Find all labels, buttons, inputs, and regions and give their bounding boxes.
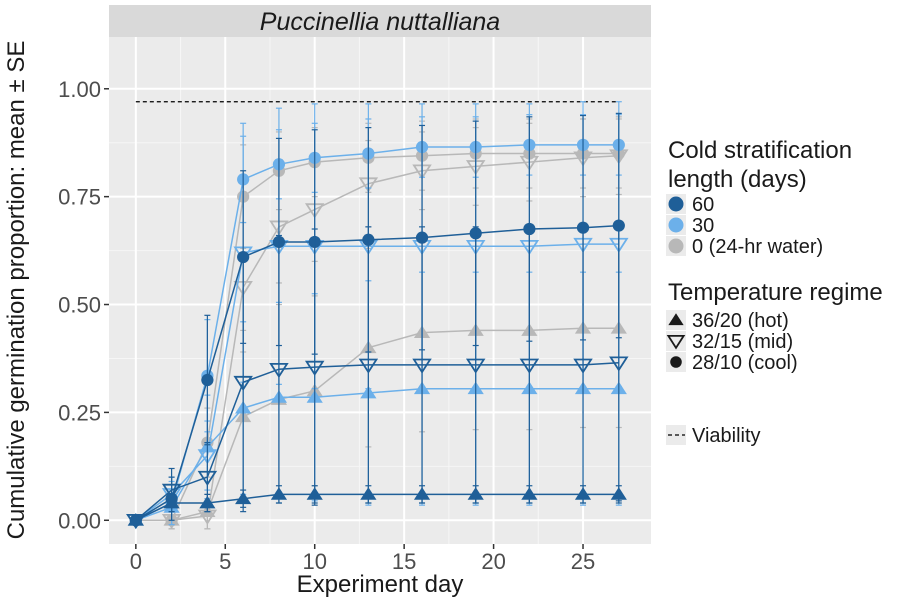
data-point bbox=[574, 487, 592, 500]
y-tick-label: 0.50 bbox=[58, 293, 101, 318]
x-tick-label: 5 bbox=[219, 549, 231, 574]
series-line bbox=[135, 224, 619, 521]
data-point bbox=[573, 358, 593, 374]
data-point bbox=[270, 487, 288, 500]
x-axis-label: Experiment day bbox=[297, 571, 464, 598]
series-line bbox=[135, 493, 619, 521]
series-60-hot bbox=[127, 485, 627, 526]
plot-panel bbox=[109, 37, 651, 544]
data-point bbox=[521, 487, 538, 500]
data-point bbox=[609, 356, 629, 372]
data-point bbox=[465, 358, 486, 374]
data-point bbox=[519, 358, 540, 374]
facet-strip bbox=[109, 5, 651, 37]
data-point bbox=[360, 487, 377, 500]
legend-temp-swatch bbox=[668, 313, 684, 326]
data-point bbox=[412, 358, 432, 374]
data-point bbox=[467, 487, 484, 500]
legend-cold-label: 0 (24-hr water) bbox=[692, 236, 823, 258]
y-tick-label: 1.00 bbox=[58, 77, 101, 102]
series-line bbox=[135, 144, 619, 521]
legend-temp-swatch bbox=[670, 356, 682, 368]
series-line bbox=[135, 327, 619, 522]
legend-viability-label: Viability bbox=[692, 425, 761, 447]
data-point bbox=[201, 373, 214, 387]
legend-cold-swatch bbox=[668, 196, 684, 212]
data-point bbox=[197, 470, 218, 486]
y-tick-label: 0.75 bbox=[58, 185, 101, 210]
x-tick-label: 25 bbox=[571, 549, 595, 574]
data-point bbox=[306, 487, 323, 500]
y-tick-label: 0.25 bbox=[58, 400, 101, 425]
data-point bbox=[163, 495, 180, 509]
y-axis-label: Cumulative germination proportion: mean … bbox=[3, 41, 30, 540]
legend-temp-swatch bbox=[666, 334, 686, 350]
data-point bbox=[161, 483, 182, 499]
data-point bbox=[610, 487, 627, 500]
series-line bbox=[135, 387, 619, 522]
legend-cold-swatch bbox=[668, 238, 684, 254]
data-point bbox=[269, 362, 289, 379]
legend-cold-title-line1: Cold stratification bbox=[668, 137, 852, 164]
data-point bbox=[233, 375, 253, 392]
x-tick-label: 20 bbox=[481, 549, 505, 574]
x-tick-label: 15 bbox=[392, 549, 416, 574]
legend-cold-label: 60 bbox=[692, 194, 714, 216]
data-point bbox=[304, 360, 325, 376]
data-point bbox=[199, 495, 216, 509]
facet-title: Puccinellia nuttalliana bbox=[260, 8, 501, 36]
series-line bbox=[135, 362, 619, 521]
x-tick-label: 10 bbox=[302, 549, 326, 574]
legend-cold-label: 30 bbox=[692, 215, 714, 237]
series-layer bbox=[126, 101, 629, 530]
axes: 0.00 0.25 0.50 0.75 1.00 0 5 10 15 20 25 bbox=[58, 77, 595, 574]
legend-cold-swatch bbox=[668, 217, 684, 233]
data-point bbox=[127, 513, 144, 526]
data-point bbox=[413, 487, 431, 500]
series-line bbox=[135, 243, 619, 521]
data-point bbox=[358, 358, 379, 374]
legend-temp-label: 32/15 (mid) bbox=[692, 331, 793, 353]
data-point bbox=[235, 491, 252, 505]
legend-temp-title: Temperature regime bbox=[668, 279, 883, 306]
x-tick-label: 0 bbox=[130, 549, 142, 574]
legend-temp-label: 28/10 (cool) bbox=[692, 352, 798, 374]
legend-cold-title-line2: length (days) bbox=[668, 166, 807, 193]
y-tick-label: 0.00 bbox=[58, 508, 101, 533]
legend-temp-label: 36/20 (hot) bbox=[692, 310, 789, 332]
